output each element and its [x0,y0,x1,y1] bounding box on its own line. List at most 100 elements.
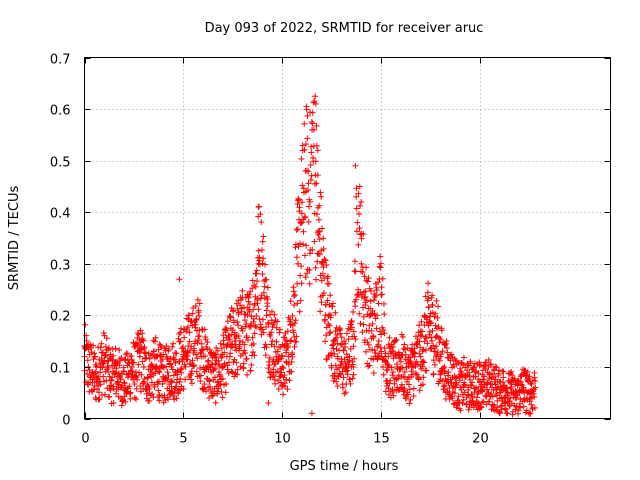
data-point [415,376,422,383]
data-point [333,335,340,342]
data-point [531,394,538,401]
data-point [215,357,222,364]
data-point [472,373,479,380]
data-point [326,330,333,337]
data-point [439,348,446,355]
data-point [296,240,303,247]
data-point [271,311,278,318]
data-point [347,380,354,387]
data-point [172,369,179,376]
data-point [465,406,472,413]
data-point [358,260,365,267]
data-point [367,298,374,305]
data-point [469,379,476,386]
data-point [316,236,323,243]
data-point [360,321,367,328]
data-point [334,340,341,347]
data-point [527,380,534,387]
data-point [301,146,308,153]
data-point [303,106,310,113]
data-point [294,300,301,307]
data-point [291,293,298,300]
data-point [526,373,533,380]
data-point [157,342,164,349]
data-point [254,278,261,285]
data-point [380,363,387,370]
data-point [101,391,108,398]
data-point [322,338,329,345]
data-point [155,387,162,394]
data-point [126,360,133,367]
data-point [262,341,269,348]
data-point [126,383,133,390]
data-point [502,394,509,401]
data-point [334,331,341,338]
data-point [517,404,524,411]
data-point [289,354,296,361]
data-point [259,316,266,323]
data-point [409,363,416,370]
data-point [497,403,504,410]
data-point [348,324,355,331]
data-point [438,327,445,334]
data-point [245,294,252,301]
data-point [393,336,400,343]
data-point [441,382,448,389]
data-point [429,292,436,299]
data-point [453,379,460,386]
data-point [106,373,113,380]
data-point [444,388,451,395]
data-point [353,205,360,212]
data-point [342,363,349,370]
data-point [353,185,360,192]
data-point [209,392,216,399]
data-point [241,341,248,348]
data-point [250,340,257,347]
data-point [475,370,482,377]
data-point [299,219,306,226]
data-point [524,368,531,375]
data-point [276,329,283,336]
data-point [96,396,103,403]
data-point [337,330,344,337]
data-point [356,202,363,209]
data-point [287,316,294,323]
data-point [281,334,288,341]
data-point [272,380,279,387]
data-point [214,388,221,395]
data-point [342,340,349,347]
data-point [135,361,142,368]
data-point [428,337,435,344]
data-point [405,374,412,381]
data-point [176,386,183,393]
data-point [259,238,266,245]
data-point [222,389,229,396]
data-point [263,276,270,283]
data-point [229,369,236,376]
data-point [520,403,527,410]
data-point [311,180,318,187]
data-point [145,383,152,390]
data-point [393,363,400,370]
data-point [382,388,389,395]
data-point [528,401,535,408]
data-point [204,345,211,352]
data-point [296,204,303,211]
data-point [400,345,407,352]
data-point [479,399,486,406]
data-point [364,339,371,346]
data-point [127,395,134,402]
data-point [188,376,195,383]
data-point [476,379,483,386]
data-point [264,303,271,310]
data-point [342,389,349,396]
data-point [332,309,339,316]
data-point [188,368,195,375]
data-point [373,325,380,332]
data-point [146,397,153,404]
data-point [378,284,385,291]
data-point [365,363,372,370]
data-point [156,397,163,404]
data-point [405,363,412,370]
